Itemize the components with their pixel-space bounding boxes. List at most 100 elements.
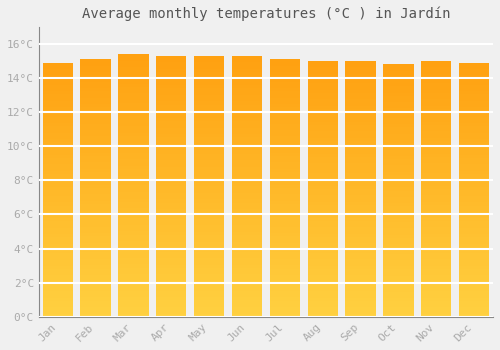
Bar [194, 105, 224, 108]
Bar [270, 314, 300, 317]
Bar [346, 259, 376, 262]
Bar [194, 232, 224, 235]
Bar [194, 157, 224, 160]
Bar [42, 136, 73, 139]
Bar [194, 170, 224, 173]
Bar [308, 90, 338, 93]
Bar [421, 198, 452, 202]
Bar [80, 130, 110, 133]
Bar [156, 163, 186, 167]
Bar [384, 64, 414, 68]
Bar [42, 234, 73, 237]
Bar [118, 186, 148, 189]
Bar [156, 287, 186, 291]
Bar [232, 268, 262, 271]
Bar [42, 304, 73, 307]
Bar [459, 136, 490, 139]
Bar [118, 57, 148, 61]
Bar [42, 231, 73, 234]
Bar [384, 178, 414, 181]
Bar [232, 284, 262, 287]
Bar [270, 217, 300, 220]
Bar [232, 255, 262, 258]
Bar [421, 256, 452, 259]
Bar [346, 182, 376, 186]
Bar [421, 230, 452, 234]
Bar [118, 123, 148, 126]
Bar [346, 115, 376, 119]
Bar [80, 75, 110, 78]
Bar [80, 198, 110, 201]
Bar [118, 139, 148, 143]
Bar [80, 85, 110, 88]
Bar [232, 102, 262, 105]
Bar [308, 269, 338, 272]
Bar [459, 167, 490, 171]
Bar [421, 310, 452, 314]
Bar [118, 113, 148, 117]
Bar [270, 211, 300, 214]
Bar [459, 113, 490, 117]
Bar [384, 229, 414, 232]
Bar [346, 80, 376, 83]
Bar [308, 278, 338, 282]
Bar [80, 120, 110, 124]
Bar [421, 154, 452, 157]
Bar [308, 80, 338, 83]
Bar [156, 265, 186, 268]
Bar [118, 143, 148, 146]
Bar [346, 93, 376, 96]
Bar [384, 197, 414, 200]
Bar [270, 256, 300, 259]
Bar [232, 190, 262, 193]
Bar [270, 140, 300, 143]
Bar [232, 176, 262, 180]
Bar [194, 131, 224, 134]
Bar [270, 101, 300, 104]
Bar [80, 239, 110, 243]
Bar [80, 281, 110, 285]
Bar [118, 284, 148, 287]
Bar [42, 66, 73, 69]
Bar [459, 269, 490, 272]
Bar [118, 84, 148, 87]
Bar [156, 203, 186, 206]
Bar [156, 72, 186, 75]
Bar [384, 238, 414, 241]
Bar [42, 158, 73, 161]
Bar [270, 301, 300, 304]
Bar [270, 127, 300, 130]
Bar [270, 124, 300, 127]
Bar [156, 199, 186, 203]
Bar [346, 99, 376, 103]
Bar [42, 167, 73, 171]
Bar [42, 240, 73, 244]
Bar [194, 242, 224, 245]
Bar [459, 288, 490, 292]
Bar [118, 166, 148, 169]
Bar [270, 133, 300, 136]
Bar [421, 106, 452, 109]
Bar [308, 227, 338, 230]
Bar [346, 128, 376, 131]
Bar [384, 80, 414, 83]
Bar [270, 259, 300, 262]
Bar [308, 157, 338, 160]
Bar [232, 235, 262, 238]
Bar [118, 179, 148, 182]
Bar [118, 189, 148, 192]
Bar [194, 167, 224, 170]
Bar [346, 160, 376, 163]
Bar [346, 147, 376, 150]
Bar [384, 108, 414, 112]
Bar [42, 269, 73, 272]
Bar [308, 86, 338, 90]
Bar [459, 205, 490, 209]
Bar [42, 117, 73, 120]
Bar [308, 163, 338, 167]
Bar [194, 59, 224, 62]
Bar [421, 182, 452, 186]
Bar [156, 85, 186, 89]
Bar [421, 131, 452, 134]
Bar [346, 285, 376, 288]
